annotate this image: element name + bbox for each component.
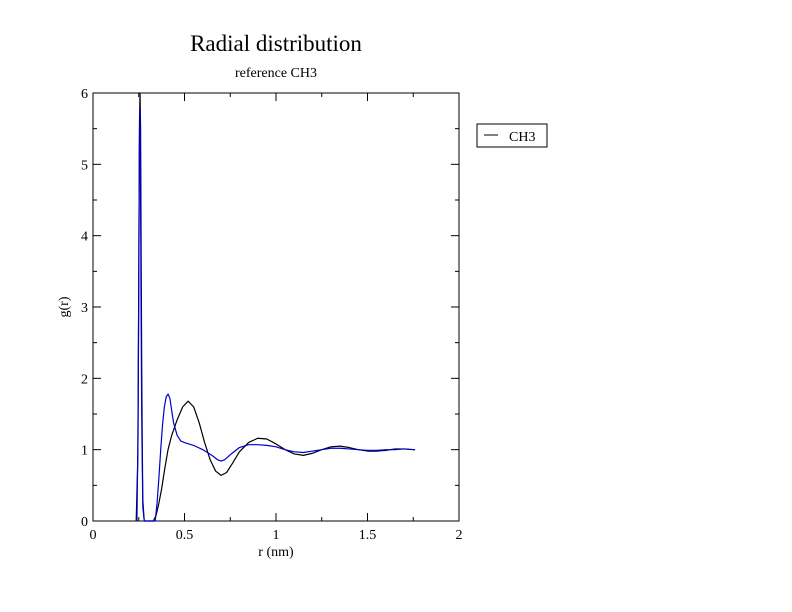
x-tick-label: 1.5 <box>359 528 377 543</box>
x-tick-label: 1 <box>273 528 280 543</box>
y-tick-label: 1 <box>81 444 88 459</box>
axis-ticks <box>92 92 460 522</box>
series-line-series-2 <box>136 106 416 522</box>
legend: CH3 <box>476 123 548 148</box>
y-tick-label: 4 <box>81 230 88 245</box>
y-tick-label: 0 <box>81 515 88 530</box>
plot-frame <box>92 92 460 522</box>
y-tick-label: 3 <box>81 301 88 316</box>
y-tick-label: 2 <box>81 372 88 387</box>
chart-title: Radial distribution <box>190 31 362 56</box>
legend-label-ch3: CH3 <box>509 130 535 145</box>
tick-labels: 0 0.5 1 1.5 2 0 1 2 3 4 5 6 <box>81 87 463 543</box>
x-tick-label: 0.5 <box>176 528 194 543</box>
x-axis-label: r (nm) <box>258 545 294 560</box>
legend-box <box>476 123 548 148</box>
x-tick-label: 2 <box>456 528 463 543</box>
y-tick-label: 5 <box>81 158 88 173</box>
chart-subtitle: reference CH3 <box>234 66 317 81</box>
series-line-ch3 <box>135 92 416 522</box>
y-axis-label: g(r) <box>57 296 72 317</box>
y-tick-label: 6 <box>81 87 88 102</box>
series-layer <box>135 92 416 522</box>
x-tick-label: 0 <box>90 528 97 543</box>
